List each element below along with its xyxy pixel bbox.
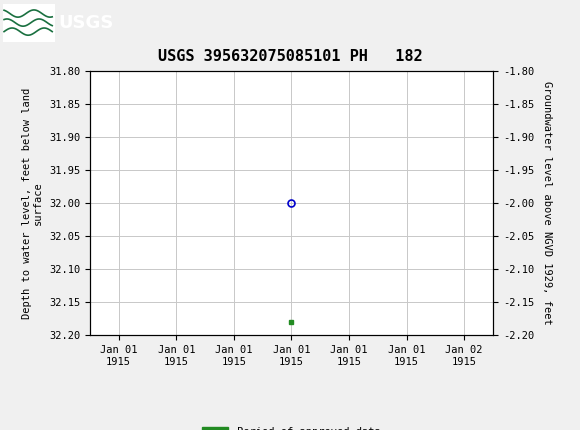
Y-axis label: Depth to water level, feet below land
surface: Depth to water level, feet below land su… xyxy=(22,88,44,319)
Y-axis label: Groundwater level above NGVD 1929, feet: Groundwater level above NGVD 1929, feet xyxy=(542,81,552,325)
Bar xyxy=(3,3,55,42)
Text: USGS: USGS xyxy=(58,14,113,31)
Legend: Period of approved data: Period of approved data xyxy=(198,423,385,430)
Text: USGS 395632075085101 PH   182: USGS 395632075085101 PH 182 xyxy=(158,49,422,64)
